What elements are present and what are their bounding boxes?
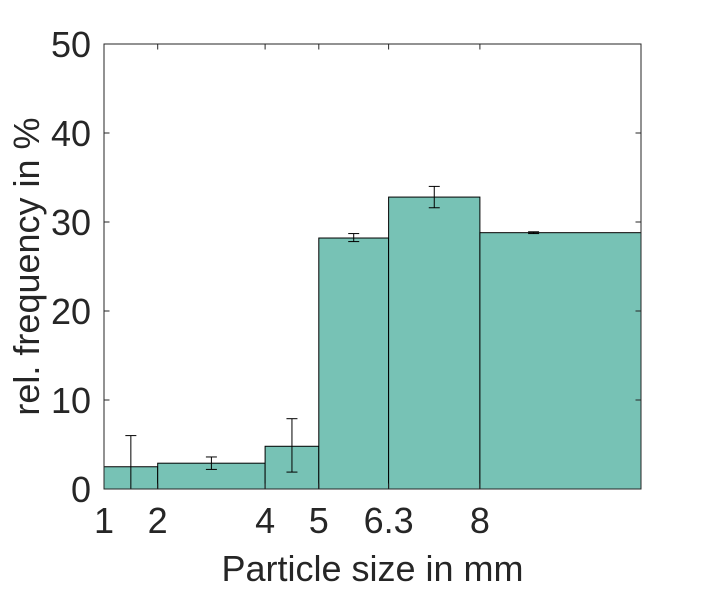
y-tick-label: 40 bbox=[51, 113, 91, 154]
bar-6 bbox=[479, 232, 642, 490]
plot-frame bbox=[103, 43, 642, 490]
error-bar-6 bbox=[528, 231, 540, 235]
y-tick-label: 30 bbox=[51, 202, 91, 243]
error-bar-1 bbox=[125, 435, 137, 489]
y-axis-label: rel. frequency in % bbox=[6, 117, 47, 415]
y-tick-label: 50 bbox=[51, 24, 91, 65]
y-tick-label: 0 bbox=[71, 469, 91, 510]
bar-5 bbox=[388, 196, 481, 490]
bar-4 bbox=[318, 237, 390, 490]
x-tick-label: 6.3 bbox=[364, 500, 414, 541]
error-bar-4 bbox=[348, 233, 360, 243]
x-tick-label: 4 bbox=[255, 500, 275, 541]
ticks-layer bbox=[103, 43, 641, 490]
error-bars-layer bbox=[125, 185, 540, 489]
error-bar-5 bbox=[428, 185, 440, 209]
error-bar-3 bbox=[286, 418, 298, 473]
x-tick-label: 5 bbox=[309, 500, 329, 541]
bars-layer bbox=[103, 196, 642, 490]
error-bar-2 bbox=[205, 456, 217, 470]
x-tick-label: 2 bbox=[148, 500, 168, 541]
tick-labels-layer: 1 2 4 5 6.3 8 0 10 20 30 40 50 bbox=[51, 24, 490, 541]
y-tick-label: 20 bbox=[51, 291, 91, 332]
x-axis-label: Particle size in mm bbox=[221, 548, 523, 589]
x-tick-label: 1 bbox=[94, 500, 114, 541]
x-tick-label: 8 bbox=[470, 500, 490, 541]
y-tick-label: 10 bbox=[51, 380, 91, 421]
